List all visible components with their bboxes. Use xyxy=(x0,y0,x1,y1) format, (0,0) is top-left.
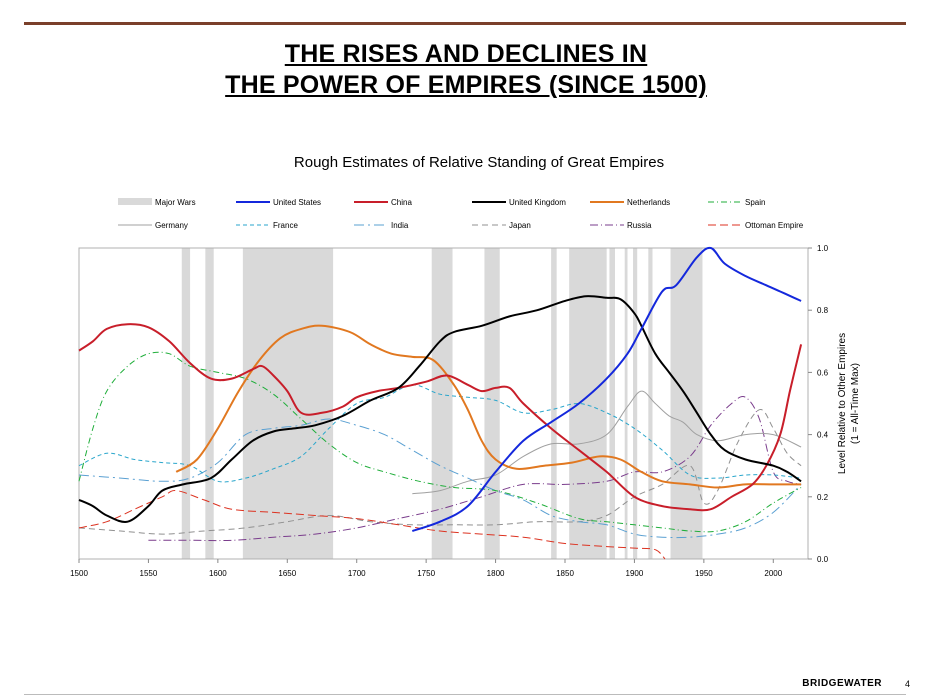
top-rule xyxy=(24,22,906,25)
series-line-germany xyxy=(412,390,802,495)
legend-label: India xyxy=(391,221,409,230)
war-band xyxy=(484,248,500,559)
y-axis-label: Level Relative to Other Empires xyxy=(837,333,848,474)
x-tick-label: 1650 xyxy=(278,569,296,578)
legend-label: Germany xyxy=(155,221,188,230)
x-tick-label: 1900 xyxy=(626,569,644,578)
x-tick-label: 1800 xyxy=(487,569,505,578)
page-title-line-2: THE POWER OF EMPIRES (SINCE 1500) xyxy=(225,71,707,99)
series-line-netherlands xyxy=(175,324,802,489)
war-band xyxy=(670,248,703,559)
series-line-ottoman-empire xyxy=(78,490,666,560)
legend-label: China xyxy=(391,198,412,207)
war-band xyxy=(633,248,638,559)
y-tick-label: 0.0 xyxy=(817,555,829,564)
x-tick-label: 1950 xyxy=(695,569,713,578)
legend-label: Netherlands xyxy=(627,198,670,207)
y-tick-label: 1.0 xyxy=(817,244,829,253)
series-line-china xyxy=(78,323,803,512)
x-tick-label: 1850 xyxy=(556,569,574,578)
war-band xyxy=(624,248,628,559)
plot-frame xyxy=(78,247,809,560)
war-band xyxy=(242,248,334,559)
series-line-united-kingdom xyxy=(78,295,802,523)
war-band xyxy=(431,248,453,559)
war-band xyxy=(609,248,615,559)
y-tick-label: 0.8 xyxy=(817,306,829,315)
x-tick-label: 1550 xyxy=(140,569,158,578)
legend-label: France xyxy=(273,221,298,230)
chart-title: Rough Estimates of Relative Standing of … xyxy=(293,154,665,171)
bottom-rule xyxy=(24,694,906,695)
page-number: 4 xyxy=(904,679,910,689)
series-line-japan xyxy=(78,409,802,535)
y-tick-label: 0.4 xyxy=(817,431,829,440)
legend-label: United Kingdom xyxy=(509,198,566,207)
legend-swatch-major-wars xyxy=(118,198,152,205)
series-line-russia xyxy=(148,396,802,542)
legend-label: Major Wars xyxy=(155,198,196,207)
war-band xyxy=(551,248,557,559)
x-tick-label: 1750 xyxy=(417,569,435,578)
war-band xyxy=(205,248,214,559)
y-tick-label: 0.6 xyxy=(817,368,829,377)
series-line-india xyxy=(78,418,802,539)
legend-label: Spain xyxy=(745,198,765,207)
x-tick-label: 1500 xyxy=(70,569,88,578)
y-tick-label: 0.2 xyxy=(817,493,829,502)
war-band xyxy=(648,248,653,559)
legend-label: Russia xyxy=(627,221,652,230)
series-line-france xyxy=(78,384,802,483)
series-line-spain xyxy=(78,351,802,533)
page-title-line-1: THE RISES AND DECLINES IN xyxy=(284,40,648,68)
legend-label: United States xyxy=(273,198,321,207)
brand-logo-text: BRIDGEWATER xyxy=(802,678,882,689)
y-axis-label: (1 = All-Time Max) xyxy=(850,363,861,444)
legend-label: Japan xyxy=(509,221,531,230)
x-tick-label: 1700 xyxy=(348,569,366,578)
x-tick-label: 1600 xyxy=(209,569,227,578)
legend-label: Ottoman Empire xyxy=(745,221,804,230)
war-band xyxy=(181,248,191,559)
series-line-united-states xyxy=(411,246,802,532)
x-tick-label: 2000 xyxy=(764,569,782,578)
